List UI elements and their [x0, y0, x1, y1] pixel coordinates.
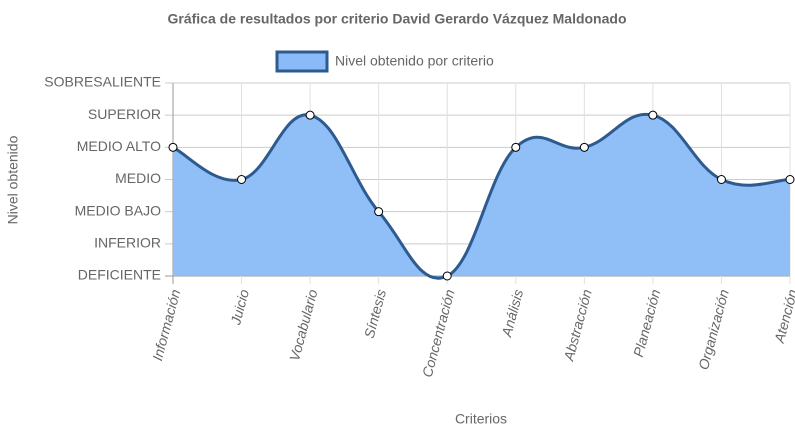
- y-tick-label: SOBRESALIENTE: [44, 74, 161, 90]
- y-tick-label: MEDIO ALTO: [77, 138, 161, 154]
- line: [172, 112, 791, 280]
- x-tick-label: Concentración: [419, 287, 458, 379]
- x-tick-label: Abstracción: [560, 287, 595, 363]
- x-tick-label: Síntesis: [361, 288, 389, 340]
- point: [374, 207, 384, 217]
- point: [716, 175, 726, 184]
- y-tick-label: MEDIO BAJO: [75, 202, 161, 218]
- x-tick-label: Vocabulario: [286, 287, 321, 362]
- point: [442, 271, 452, 281]
- y-tick-label: MEDIO: [115, 170, 161, 186]
- chart-title: Gráfica de resultados por criterio David…: [168, 11, 627, 27]
- y-axis-title: Nivel obtenido: [5, 135, 21, 224]
- point: [511, 142, 521, 152]
- point: [168, 142, 178, 152]
- point: [785, 175, 795, 184]
- y-tick-label: INFERIOR: [94, 235, 161, 251]
- x-tick-label: Organización: [695, 287, 732, 371]
- legend-swatch: [275, 50, 329, 73]
- x-tick-label: Información: [149, 287, 183, 362]
- point: [237, 175, 247, 184]
- legend-label: Nivel obtenido por criterio: [335, 53, 494, 69]
- x-tick-label: Atención: [771, 287, 795, 345]
- point: [648, 110, 658, 120]
- y-tick-label: DEFICIENTE: [78, 267, 161, 283]
- y-tick-label: SUPERIOR: [88, 106, 161, 122]
- x-tick-label: Análisis: [498, 288, 526, 340]
- area-fill: [173, 114, 790, 279]
- x-axis-title: Criterios: [455, 411, 507, 427]
- point: [305, 110, 315, 120]
- x-tick-label: Juicio: [227, 287, 252, 327]
- point: [579, 142, 589, 152]
- x-tick-label: Planeación: [630, 287, 663, 358]
